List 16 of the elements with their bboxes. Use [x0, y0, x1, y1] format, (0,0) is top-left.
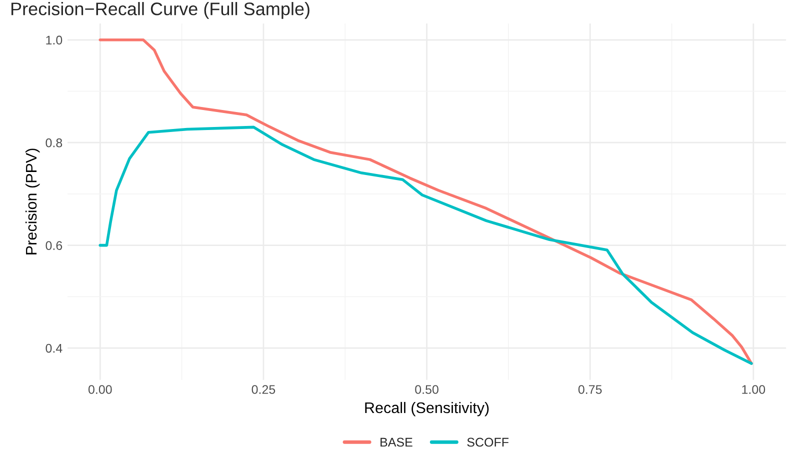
x-tick-label: 1.00 — [742, 385, 766, 394]
line-series — [98, 126, 753, 365]
y-tick-label: 0.8 — [46, 138, 62, 148]
y-tick-label: 0.4 — [46, 344, 62, 353]
x-tick-label: 0.00 — [88, 385, 112, 394]
x-tick-label: 0.50 — [415, 385, 438, 394]
x-axis-title: Recall (Sensitivity) — [365, 402, 489, 416]
legend-label: BASE — [380, 438, 412, 447]
legend-label: SCOFF — [467, 438, 509, 447]
x-tick-label: 0.25 — [252, 385, 276, 394]
y-axis-title: Precision (PPV) — [25, 148, 40, 254]
line-series — [98, 38, 753, 365]
chart-title: Precision−Recall Curve (Full Sample) — [11, 2, 310, 19]
y-tick-label: 1.0 — [46, 36, 62, 45]
y-tick-label: 0.6 — [46, 241, 62, 250]
x-tick-label: 0.75 — [578, 385, 602, 394]
